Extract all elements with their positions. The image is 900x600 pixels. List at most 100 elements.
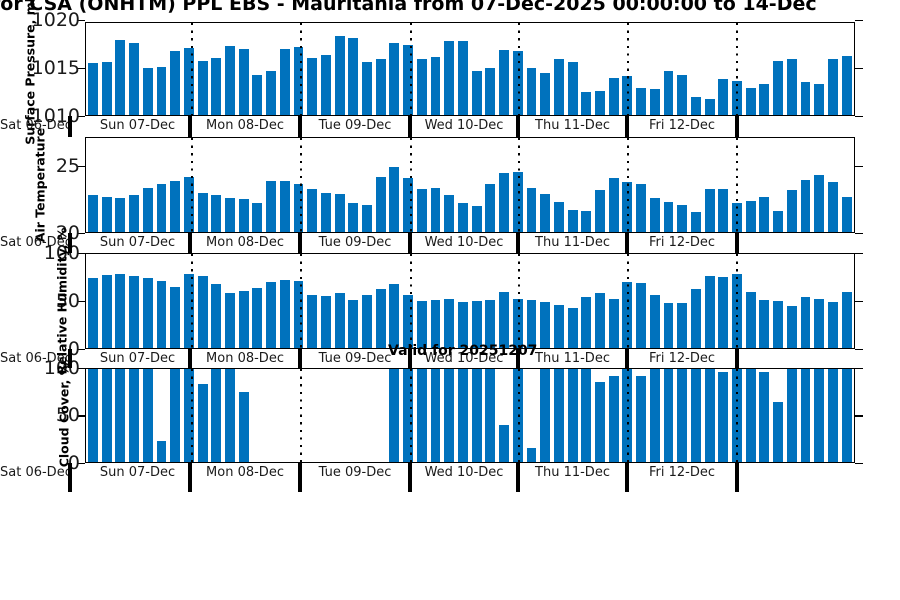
bar bbox=[211, 284, 222, 348]
bar bbox=[403, 178, 414, 232]
bar bbox=[362, 204, 372, 232]
bar bbox=[88, 369, 98, 462]
xtick-label-day: Mon 08-Dec bbox=[206, 465, 284, 480]
day-boundary-tick bbox=[625, 349, 629, 368]
bar bbox=[704, 275, 715, 348]
day-boundary-tick bbox=[625, 463, 629, 492]
xtick-label-sat-06-dec: Sat 06-Dec bbox=[0, 118, 72, 133]
ylabel-cloud-cover: Cloud Cover, % bbox=[56, 362, 72, 468]
right-spine-tick bbox=[855, 462, 863, 464]
bar bbox=[512, 369, 523, 462]
bar bbox=[786, 369, 797, 462]
bar bbox=[444, 299, 455, 348]
ytick-label: 20 bbox=[0, 223, 80, 243]
bar bbox=[704, 99, 715, 115]
bar bbox=[800, 82, 811, 115]
xtick-label-day: Tue 09-Dec bbox=[318, 351, 392, 366]
bar bbox=[499, 424, 509, 462]
bar bbox=[471, 301, 482, 348]
bar bbox=[307, 57, 318, 115]
bar bbox=[814, 369, 825, 462]
day-boundary-tick bbox=[68, 349, 72, 368]
bar bbox=[690, 212, 701, 232]
day-gridline bbox=[626, 369, 629, 462]
bar bbox=[252, 203, 263, 232]
xtick-label-day: Fri 12-Dec bbox=[648, 235, 716, 250]
bar bbox=[567, 307, 578, 348]
panel-2-plot-area bbox=[85, 137, 855, 233]
day-boundary-tick bbox=[408, 463, 412, 492]
bar bbox=[225, 369, 235, 462]
bar bbox=[745, 291, 756, 348]
xtick-label-day: Wed 10-Dec bbox=[424, 118, 504, 133]
bar bbox=[567, 62, 578, 115]
bar bbox=[197, 192, 208, 232]
left-spine-tick bbox=[77, 67, 85, 69]
xtick-label-day: Fri 12-Dec bbox=[648, 351, 716, 366]
bar bbox=[636, 87, 647, 115]
bar bbox=[457, 203, 468, 232]
right-spine-tick bbox=[855, 348, 863, 350]
day-gridline bbox=[517, 369, 520, 462]
bar bbox=[485, 68, 496, 115]
bar bbox=[649, 295, 660, 348]
bar bbox=[238, 199, 249, 232]
right-spine-tick bbox=[855, 165, 863, 168]
bar bbox=[389, 42, 400, 115]
bar bbox=[718, 371, 729, 462]
bar bbox=[786, 305, 797, 348]
bar bbox=[197, 275, 208, 348]
bar bbox=[88, 195, 98, 232]
bar bbox=[430, 300, 441, 348]
bar bbox=[115, 369, 126, 462]
bar bbox=[430, 369, 441, 462]
panel-3-bars bbox=[86, 254, 854, 348]
bar bbox=[759, 371, 770, 462]
bar bbox=[540, 301, 551, 348]
bar bbox=[416, 369, 427, 462]
xtick-label-day: Sun 07-Dec bbox=[99, 465, 176, 480]
bar bbox=[101, 62, 112, 115]
bar bbox=[759, 196, 770, 232]
bar bbox=[471, 369, 482, 462]
bar bbox=[444, 369, 455, 462]
bar bbox=[827, 182, 838, 232]
valid-for-annotation: Valid for 20251207 bbox=[388, 343, 538, 359]
day-boundary-tick bbox=[68, 463, 72, 492]
bar bbox=[553, 201, 564, 232]
ytick-label: 25 bbox=[55, 154, 80, 177]
bar bbox=[334, 194, 345, 232]
bar bbox=[348, 300, 359, 348]
bar bbox=[786, 190, 797, 232]
left-spine-tick bbox=[77, 19, 85, 22]
day-gridline bbox=[300, 23, 303, 115]
bar bbox=[293, 183, 304, 232]
bar bbox=[773, 211, 784, 232]
bar bbox=[129, 42, 140, 115]
bar bbox=[156, 183, 167, 232]
bar bbox=[225, 46, 235, 115]
bar bbox=[608, 78, 619, 115]
bar bbox=[293, 47, 304, 115]
bar bbox=[279, 280, 290, 348]
bar bbox=[595, 90, 605, 115]
bar bbox=[375, 288, 386, 348]
panel-3-plot-area bbox=[85, 253, 855, 349]
day-gridline bbox=[410, 138, 413, 232]
bar bbox=[841, 291, 852, 348]
left-spine-tick bbox=[77, 348, 85, 350]
day-gridline bbox=[300, 369, 303, 462]
bar bbox=[170, 51, 181, 115]
xtick-label-sat-06-dec: Sat 06-Dec bbox=[0, 465, 72, 480]
ylabel-air-temperature: Air Temperature bbox=[32, 127, 48, 243]
bar bbox=[389, 284, 400, 348]
bar bbox=[526, 300, 537, 348]
bar bbox=[595, 292, 605, 348]
bar bbox=[457, 40, 468, 115]
bar bbox=[430, 187, 441, 232]
xtick-label-day: Thu 11-Dec bbox=[535, 351, 610, 366]
right-spine-tick bbox=[855, 415, 863, 417]
bar bbox=[170, 286, 181, 348]
bar bbox=[142, 187, 153, 232]
panel-2-bars bbox=[86, 138, 854, 232]
